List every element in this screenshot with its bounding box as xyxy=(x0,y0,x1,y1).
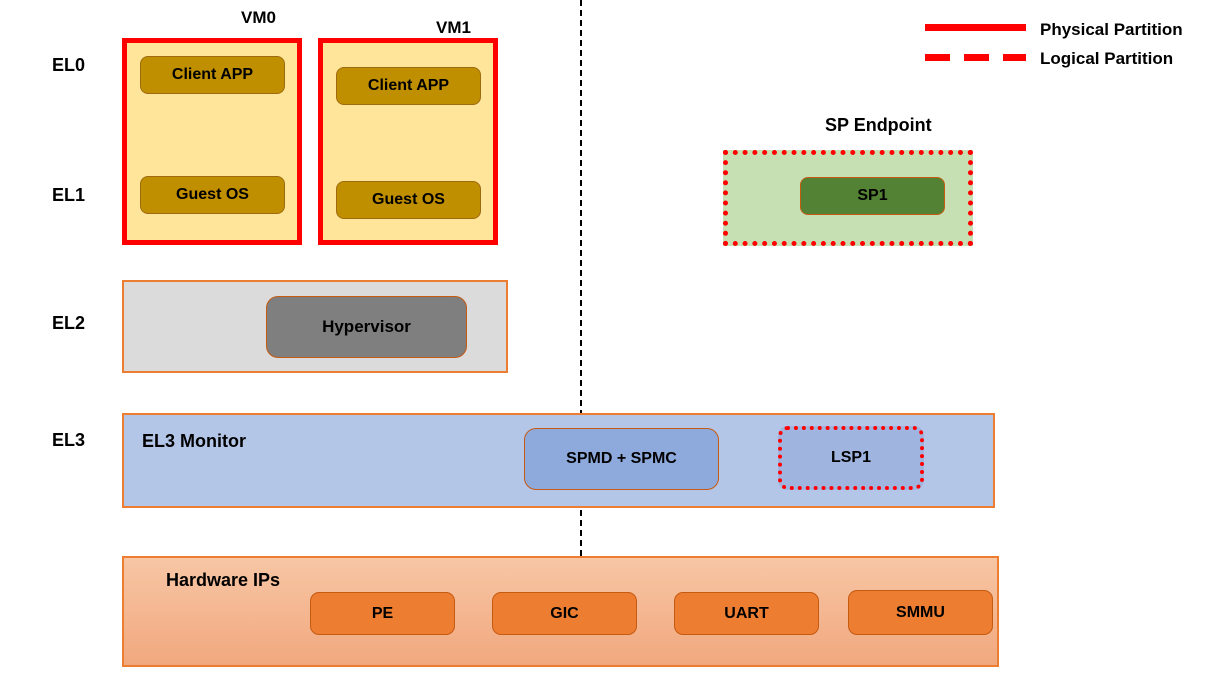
sp-endpoint-title: SP Endpoint xyxy=(825,115,932,135)
el3-label: EL3 xyxy=(52,430,86,450)
logical-partition-line-swatch xyxy=(925,54,1026,61)
el1-label: EL1 xyxy=(52,185,86,205)
gic-box: GIC xyxy=(492,592,637,635)
logical-partition-legend-label: Logical Partition xyxy=(1040,49,1174,68)
vm1-guest-os-box: Guest OS xyxy=(336,181,481,219)
el2-label: EL2 xyxy=(52,313,86,333)
uart-box: UART xyxy=(674,592,819,635)
smmu-box: SMMU xyxy=(848,590,993,635)
vm0-guest-os-label: Guest OS xyxy=(176,186,249,203)
vm1-guest-os-label: Guest OS xyxy=(372,191,445,208)
el0-label: EL0 xyxy=(52,55,86,75)
vm1-client-app-box: Client APP xyxy=(336,67,481,105)
el3-monitor-label: EL3 Monitor xyxy=(142,431,246,451)
world-divider-dashed-line xyxy=(580,0,582,556)
physical-partition-legend-label: Physical Partition xyxy=(1040,20,1183,39)
smmu-label: SMMU xyxy=(896,603,945,621)
sp1-label: SP1 xyxy=(857,187,888,204)
hardware-ips-title: Hardware IPs xyxy=(166,570,281,590)
sp1-box: SP1 xyxy=(800,177,945,215)
gic-label: GIC xyxy=(550,604,579,622)
lsp1-box: LSP1 xyxy=(778,426,924,490)
spmd-spmc-box: SPMD + SPMC xyxy=(524,428,719,490)
vm0-label: VM0 xyxy=(241,8,276,27)
vm1-label: VM1 xyxy=(436,18,471,37)
vm0-client-app-box: Client APP xyxy=(140,56,285,94)
pe-box: PE xyxy=(310,592,455,635)
hypervisor-box: Hypervisor xyxy=(266,296,467,358)
vm1-client-app-label: Client APP xyxy=(367,77,450,94)
vm0-guest-os-box: Guest OS xyxy=(140,176,285,214)
vm0-client-app-label: Client APP xyxy=(171,66,254,83)
uart-label: UART xyxy=(724,604,769,622)
physical-partition-line-swatch xyxy=(925,24,1026,31)
pe-label: PE xyxy=(371,604,394,622)
lsp1-label: LSP1 xyxy=(830,449,871,466)
hypervisor-label: Hypervisor xyxy=(322,317,411,336)
spmd-spmc-label: SPMD + SPMC xyxy=(566,450,677,467)
